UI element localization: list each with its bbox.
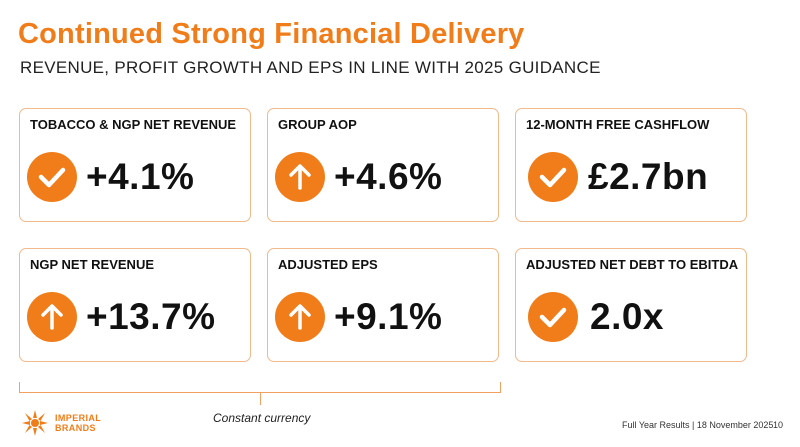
page-number: 10 <box>773 420 784 430</box>
card-value: +13.7% <box>86 296 216 337</box>
arrow-up-icon <box>275 152 325 202</box>
metric-card-free-cashflow: 12-MONTH FREE CASHFLOW £2.7bn <box>515 108 747 222</box>
metric-card-net-debt-ebitda: ADJUSTED NET DEBT TO EBITDA 2.0x <box>515 248 747 362</box>
card-value: +4.1% <box>86 156 195 197</box>
page-subtitle: REVENUE, PROFIT GROWTH AND EPS IN LINE W… <box>20 58 601 77</box>
card-value: +9.1% <box>334 296 443 337</box>
sunburst-logo-icon <box>22 410 48 436</box>
logo-text: IMPERIAL BRANDS <box>55 413 101 433</box>
check-icon <box>27 152 77 202</box>
page-title: Continued Strong Financial Delivery <box>18 18 525 50</box>
metric-card-adjusted-eps: ADJUSTED EPS +9.1% <box>267 248 499 362</box>
card-label: ADJUSTED EPS <box>278 257 378 272</box>
constant-currency-bracket <box>19 382 501 393</box>
card-label: ADJUSTED NET DEBT TO EBITDA <box>526 257 739 272</box>
card-value: +4.6% <box>334 156 443 197</box>
card-label: NGP NET REVENUE <box>30 257 155 272</box>
bracket-label: Constant currency <box>213 411 311 425</box>
card-value: 2.0x <box>590 296 665 337</box>
card-value: £2.7bn <box>588 156 709 197</box>
metric-card-tobacco-ngp-net-revenue: TOBACCO & NGP NET REVENUE +4.1% <box>19 108 251 222</box>
check-icon <box>528 292 578 342</box>
footer-text: Full Year Results | 18 November 2025 <box>622 420 774 430</box>
bracket-tick <box>260 393 261 405</box>
card-label: 12-MONTH FREE CASHFLOW <box>526 117 710 132</box>
metric-card-ngp-net-revenue: NGP NET REVENUE +13.7% <box>19 248 251 362</box>
card-label: TOBACCO & NGP NET REVENUE <box>30 117 237 132</box>
logo-line-2: BRANDS <box>55 423 96 433</box>
imperial-brands-logo: IMPERIAL BRANDS <box>20 409 101 437</box>
metric-card-group-aop: GROUP AOP +4.6% <box>267 108 499 222</box>
card-label: GROUP AOP <box>278 117 357 132</box>
arrow-up-icon <box>27 292 77 342</box>
arrow-up-icon <box>275 292 325 342</box>
check-icon <box>528 152 578 202</box>
logo-line-1: IMPERIAL <box>55 413 102 423</box>
